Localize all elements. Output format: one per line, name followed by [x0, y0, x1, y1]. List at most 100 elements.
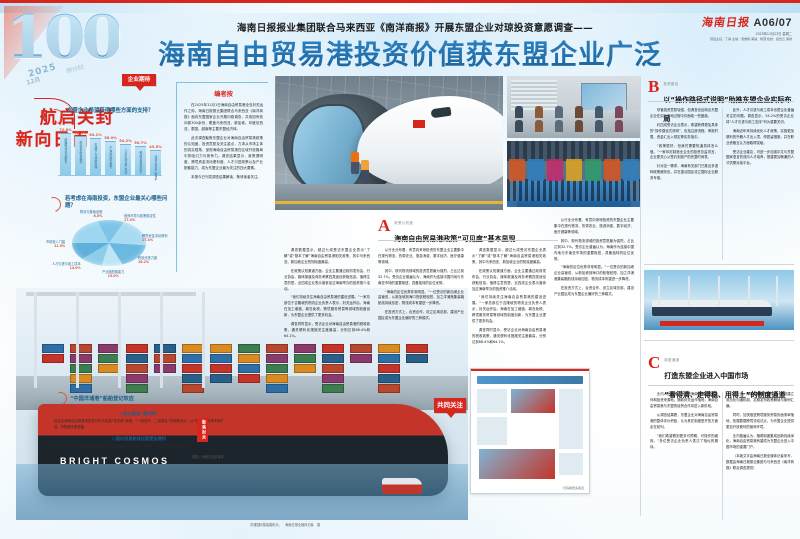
photo-policy-briefing — [507, 76, 641, 138]
pie-slice-label: 物流与基础设施 8.5% — [80, 210, 102, 218]
article-paragraph: “海南的区位优势非常明显。”一位受访的新加坡企业高管说，从新加坡到海口的航程较短… — [378, 289, 464, 306]
gantry-leg — [34, 292, 37, 388]
article-paragraph: 在政策认知渠道方面，企业主要通过政府发布会、行业协会、媒体报道及商务考察四类途径… — [472, 268, 546, 291]
person-figure — [615, 120, 623, 132]
container — [154, 364, 176, 373]
bar: 54.2% 人才引进与用工支持 — [119, 139, 132, 176]
article-paragraph: 从调查结果看，东盟企业对海南自由贸易港的整体评价积极，认为其在制度型开放方面走在… — [650, 412, 718, 429]
worker-figure — [361, 160, 369, 182]
container-stack — [266, 344, 288, 393]
bar-value-label: 54.2% — [119, 139, 132, 143]
container — [350, 344, 372, 353]
article-paragraph: 其中，现代物流领域的投资意愿最为强烈，占比达到32.7%。受访企业普遍认为，海南… — [378, 268, 464, 285]
masthead-date: 2025年12月23日 星期二 — [755, 32, 792, 36]
pie-slice-value: 14.0% — [69, 266, 81, 271]
section-title: 海南自由贸易港政策“可见度”基本显现 — [394, 235, 516, 243]
container — [294, 354, 316, 363]
editors-note-title: 编者按 — [214, 91, 233, 98]
article-paragraph: 在投资方式上，合资合作、设立区域总部、建设产业园区成为东盟企业偏好的三种模式。 — [378, 310, 464, 321]
masthead-logo: 海南日报 — [700, 16, 751, 29]
bar-chart: 东盟企业希望获得哪些方面的支持？ 72.6% 政策解读与咨询服务 68.4% 跨境资金… — [45, 106, 168, 188]
section-rule — [648, 101, 794, 102]
emblem-digits: 100 — [6, 3, 123, 73]
overlay-body-2: 持续扩大“中国洋浦港”船籍港效应，多家航运企业在海南自贸港注册，国际航线网络持续… — [54, 444, 193, 449]
bar: 64.1% 市场准入与牌照办理 — [89, 133, 102, 176]
editors-note-paragraph: 本报今日刊发调查结果解读，敬请读者关注。 — [191, 175, 261, 180]
container-stack — [182, 344, 204, 393]
bar: 72.6% 政策解读与咨询服务 — [59, 128, 72, 176]
bar-chart-question: 东盟企业希望获得哪些方面的支持？ — [67, 108, 154, 114]
container — [70, 384, 92, 393]
hall-ceiling — [507, 141, 641, 161]
vertical-divider — [640, 76, 641, 516]
horizontal-divider — [644, 264, 794, 265]
article-paragraph: 业内人士指出，东盟是海南重要的贸易伙伴和投资来源地。随着封关运作落地，海南自由贸… — [650, 392, 718, 408]
container — [322, 364, 344, 373]
thumbnail-block — [559, 453, 583, 475]
bar-value-label: 43.5% — [149, 145, 162, 149]
arc-marker-icon — [43, 194, 64, 215]
pie-slice-value: 16.2% — [138, 260, 150, 265]
bar-item: 43.5% 法律与知识产权保护 — [149, 145, 161, 180]
editors-note-paragraph: 此次调查聚焦东盟企业对海南自由贸易港政策的认知度、投资意愿及关注重点，力求从市场… — [184, 136, 263, 171]
overlay-subtitle-2: ◎国内贸易航线运营更加便利 — [112, 436, 166, 442]
gantry-beam — [26, 292, 196, 296]
pie-chart-plot — [72, 220, 146, 273]
section-letter: B — [648, 77, 660, 96]
pie-slice-name: 产业链配套能力 — [102, 270, 125, 274]
ship-overlay-text: “中国洋浦港”船舶登记效应 ◎进口税收“零关税” 封关后海南自由贸易港在进口环节… — [51, 389, 224, 459]
pie-slice-name: 税收优惠力度 — [138, 256, 158, 260]
bar-category-label: 人才引进与用工支持 — [123, 149, 128, 175]
article-paragraph: 针对这一需求，海南有关部门已推出多语种政策服务包，并在重点园区设立国际企业服务专… — [650, 164, 718, 181]
editors-note: 编者按 在2025年12月1日海南自由贸易港全岛封关运作之际，海南日报报业集团联… — [176, 82, 268, 272]
pie-chart: 若考虑在海南投资，东盟企业最关心哪些问题？ 营商环境与政策稳定性 17.4% 跨境资… — [43, 194, 170, 279]
section-eyebrow: 政策认知度 — [394, 221, 414, 225]
bar: 68.4% 跨境资金结算便利 — [74, 131, 87, 176]
flag-marking — [413, 120, 425, 128]
bar-chart-plot: 72.6% 政策解读与咨询服务 68.4% 跨境资金结算便利 64.1% 市场准入与牌照办… — [54, 126, 164, 182]
container — [238, 354, 260, 363]
container — [294, 364, 316, 373]
article-column-3: 尽管投资意愿较强，但调查也反映出东盟企业在实际落地过程中仍面临一些困惑。 约四成受… — [650, 108, 718, 260]
expo-booth — [566, 159, 582, 181]
photo-container-terminal-main: BRIGHT COSMOS — [16, 288, 468, 520]
pie-slice-label: 市场准入门槛 11.5% — [46, 240, 65, 248]
photo-caption-ship: 洋浦国际集装箱码头。 海南日报全媒体记者 摄 — [250, 523, 321, 527]
bar-value-label: 50.7% — [134, 141, 147, 145]
bar-item: 64.1% 市场准入与牌照办理 — [89, 133, 102, 176]
article-paragraph: “海南的区位优势非常明显。”一位受访的新加坡企业高管说，从新加坡到海口的航程较短… — [554, 265, 634, 282]
bar-chart-question-row: 东盟企业希望获得哪些方面的支持？ — [45, 106, 168, 127]
article-column-1: 调查数据显示，超过七成受访东盟企业表示“了解”或“基本了解”海南自由贸易港相关政… — [284, 248, 370, 488]
thumbnail-block — [477, 417, 507, 445]
pie-slice-name: 跨境资金流动便利 — [142, 234, 168, 238]
masthead: 海南日报 A06/07 2025年12月23日 星期二 值班主任：丁静 主编：吴… — [660, 14, 792, 41]
container-stack — [322, 344, 344, 393]
article-paragraph: 在政策认知渠道方面，企业主要通过政府发布会、行业协会、媒体报道及商务考察四类途径… — [284, 268, 370, 291]
top-gradient-band — [0, 3, 800, 13]
container-stack — [378, 344, 400, 393]
container — [378, 354, 400, 363]
article-paragraph: 业内普遍认为，随着制度集成创新持续深化，海南自由贸易港有望成为东盟企业进入中国市… — [726, 433, 794, 450]
article-paragraph: 在投资方式上，合资合作、设立区域总部、建设产业园区成为东盟企业偏好的三种模式。 — [554, 286, 634, 297]
article-paragraph: 调查数据显示，超过七成受访东盟企业表示“了解”或“基本了解”海南自由贸易港相关政… — [284, 248, 370, 264]
container — [322, 384, 344, 393]
overlay-subtitle-1: ◎进口税收“零关税” — [119, 411, 159, 416]
pie-slice-value: 15.0% — [107, 274, 119, 279]
person-figure — [555, 106, 563, 118]
editors-note-paragraph: 在2025年12月1日海南自由贸易港全岛封关运作之际，海南日报报业集团联合马来西… — [184, 103, 263, 132]
article-paragraph: “我们持续关注海南自由贸易港的建设进展。”一家总部位于吉隆坡的物流企业负责人表示… — [284, 295, 370, 318]
hangar-floor — [275, 184, 503, 210]
container — [378, 374, 400, 383]
kicker: 海南日报报业集团联合马来西亚《南洋商报》开展东盟企业对琼投资意愿调查—— — [236, 23, 594, 34]
bar-category-label: 产业园区配套服务 — [108, 146, 113, 169]
person-figure — [575, 106, 583, 118]
container — [182, 344, 204, 353]
gantry-leg — [76, 292, 79, 388]
section-title: 以“操作路径式说明”助推东盟企业实际布局 — [663, 96, 792, 123]
container — [266, 384, 288, 393]
container — [266, 344, 288, 353]
port-crane — [688, 276, 690, 306]
article-paragraph: （本版文字由海南日报全媒体记者采写，数据由海南日报报业集团与马来西亚《南洋商报》… — [726, 454, 794, 471]
calligraphy-line-1: 封关启航 — [35, 108, 112, 129]
container — [294, 344, 316, 353]
